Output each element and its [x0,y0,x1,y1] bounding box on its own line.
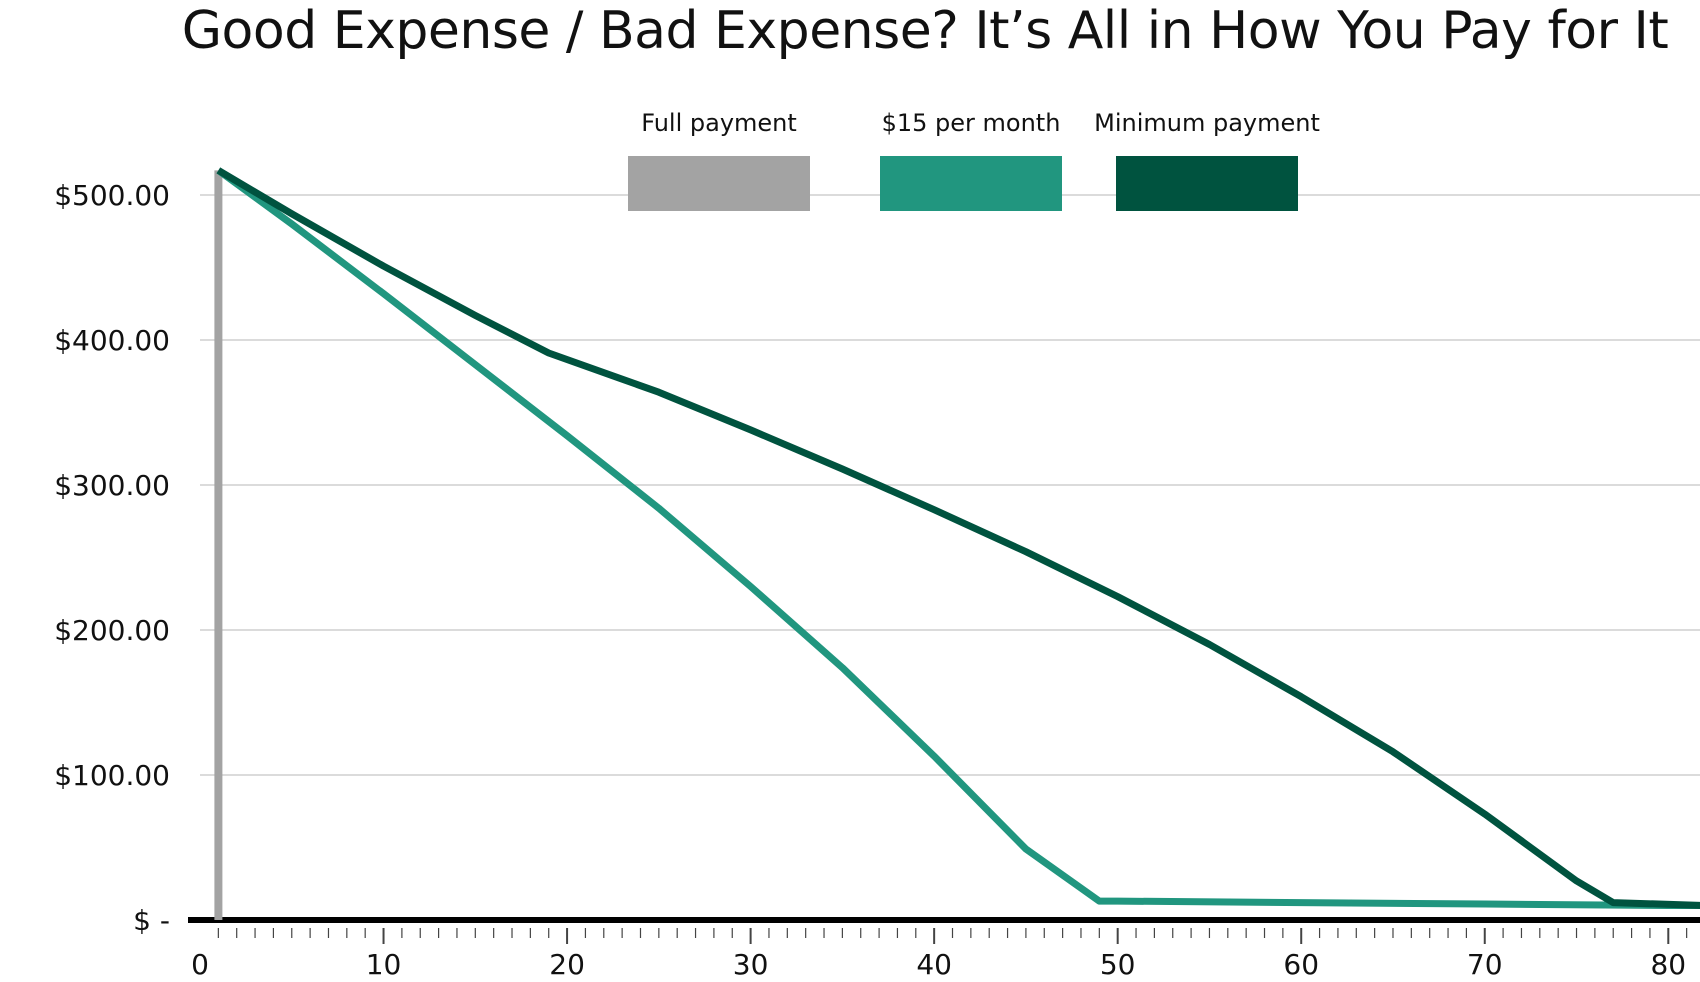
y-tick-label-2: $200.00 [54,614,170,647]
series-lines [214,167,1700,920]
x-tick-label-0: 0 [191,948,209,981]
x-tick-label-7: 70 [1467,948,1503,981]
y-tick-label-0: $ - [133,904,170,937]
x-tick-label-5: 50 [1100,948,1136,981]
legend-swatch-1 [880,156,1062,211]
x-tick-label-8: 80 [1650,948,1686,981]
y-tick-label-5: $500.00 [54,179,170,212]
y-tick-label-4: $400.00 [54,324,170,357]
y-tick-label-1: $100.00 [54,759,170,792]
x-tick-label-2: 20 [549,948,585,981]
x-tick-label-1: 10 [366,948,402,981]
y-tick-label-3: $300.00 [54,469,170,502]
series-line-minimum-payment [216,167,1700,909]
legend-label-2: Minimum payment [1094,109,1320,137]
chart-title: Good Expense / Bad Expense? It’s All in … [181,1,1669,61]
legend: Full payment $15 per month Minimum payment [628,109,1320,211]
y-axis-labels: $ - $100.00 $200.00 $300.00 $400.00 $500.00 [54,179,170,937]
legend-swatch-0 [628,156,810,211]
series-line-15-per-month [216,167,1700,909]
x-tick-label-6: 60 [1283,948,1319,981]
x-tick-label-3: 30 [733,948,769,981]
grid-lines [200,194,1700,776]
x-tick-label-4: 40 [916,948,952,981]
legend-swatch-2 [1116,156,1298,211]
legend-label-1: $15 per month [882,109,1061,137]
legend-label-0: Full payment [641,109,797,137]
x-axis: 0 10 20 30 40 50 60 70 80 [188,917,1700,981]
